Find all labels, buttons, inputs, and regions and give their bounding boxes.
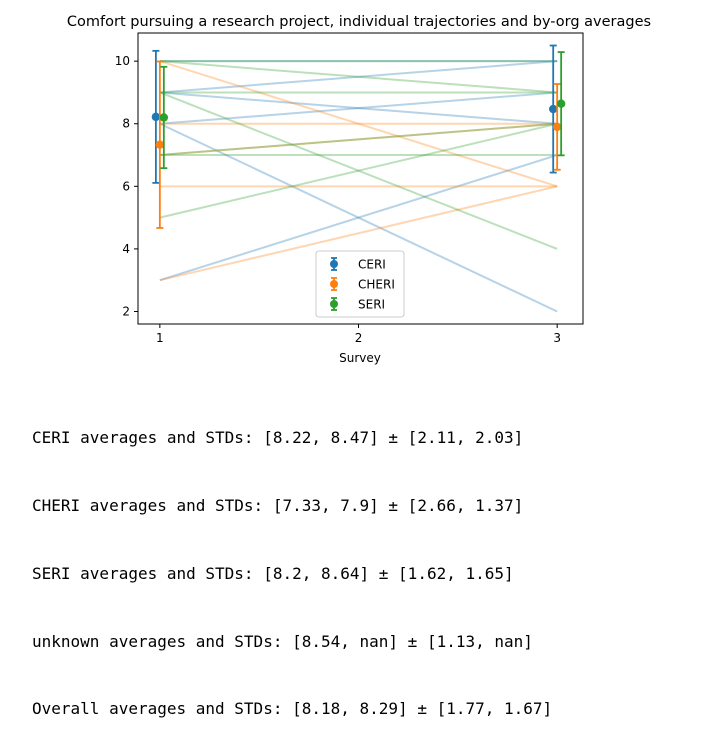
legend: CERI CHERI SERI [315,250,405,318]
output-line: unknown averages and STDs: [8.54, nan] ±… [32,631,533,651]
legend-label: SERI [358,298,385,312]
legend-marker [330,300,338,308]
mean-point-cheri [552,122,562,132]
y-tick-label: 10 [115,54,130,68]
mean-point-seri [159,113,169,122]
mean-point-ceri [549,104,558,114]
trajectory-line-seri [159,122,558,157]
legend-marker [330,260,338,268]
trajectory-line-ceri [159,91,558,125]
trajectory-line-cheri [159,122,558,157]
mean-point-seri [556,99,566,108]
console-output: CERI averages and STDs: [8.22, 8.47] ± [… [32,382,552,744]
trajectory-line-ceri [159,154,558,282]
y-tick-label: 2 [122,304,130,318]
trajectory-line-ceri [159,60,558,94]
trajectory-line-cheri [159,60,558,188]
x-tick-label: 1 [156,331,164,345]
output-line: SERI averages and STDs: [8.2, 8.64] ± [1… [32,563,514,583]
plot-frame [137,32,584,325]
x-tick-label: 2 [355,331,363,345]
mean-point-cheri [155,140,165,149]
y-tick-label: 6 [122,179,130,193]
trajectory-line-cheri [159,185,558,282]
y-tick-label: 8 [122,117,130,131]
y-tick-label: 4 [122,242,130,256]
legend-marker [330,280,338,288]
trajectory-line-seri [159,91,558,250]
mean-point-ceri [151,112,161,122]
output-line: CERI averages and STDs: [8.22, 8.47] ± [… [32,428,524,448]
x-axis-label: Survey [339,351,381,365]
chart-title: Comfort pursuing a research project, ind… [67,14,651,30]
output-line: Overall averages and STDs: [8.18, 8.29] … [32,699,553,719]
trajectory-line-seri [159,60,558,94]
trajectory-line-seri [159,122,558,219]
output-line: CHERI averages and STDs: [7.33, 7.9] ± [… [32,495,524,515]
legend-box [315,250,405,318]
x-tick-label: 3 [553,331,561,345]
legend-label: CERI [358,258,386,272]
chart: Comfort pursuing a research project, ind… [67,14,651,365]
legend-label: CHERI [358,278,395,292]
trajectory-line-ceri [159,122,558,313]
trajectory-line-ceri [159,91,558,125]
